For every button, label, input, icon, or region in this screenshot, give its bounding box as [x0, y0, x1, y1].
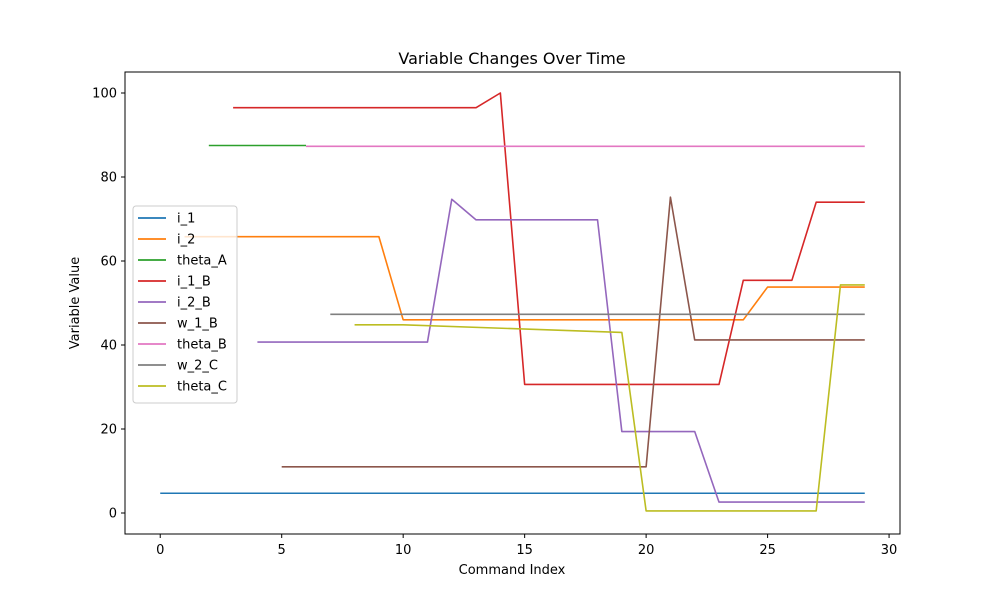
plot-lines: [160, 92, 865, 512]
x-tick-label: 0: [156, 543, 164, 558]
chart-title: Variable Changes Over Time: [398, 49, 625, 68]
x-tick-label: 20: [638, 543, 655, 558]
legend: i_1 i_2 theta_A i_1_B i_2_B w_1_B theta_B w_2_C…: [132, 205, 238, 404]
axes: [124, 71, 901, 535]
x-axis-label: Command Index: [459, 563, 566, 578]
y-tick-label: 40: [100, 339, 117, 354]
y-axis-label: Variable Value: [68, 257, 83, 349]
legend-label: i_1_B: [177, 275, 211, 290]
y-tick-label: 20: [100, 423, 117, 438]
y-tick-label: 100: [92, 87, 117, 102]
x-axis-ticks: 0 5 10 15 20 25 30: [156, 534, 897, 558]
series-line-w-1-B: [281, 196, 865, 468]
legend-label: i_2: [177, 233, 195, 248]
legend-label: theta_A: [177, 254, 227, 269]
legend-label: w_2_C: [177, 359, 218, 374]
legend-label: theta_B: [177, 338, 227, 353]
x-tick-label: 25: [759, 543, 776, 558]
legend-label: i_2_B: [177, 296, 211, 311]
legend-box: [132, 205, 238, 404]
y-tick-label: 0: [109, 507, 117, 522]
legend-label: theta_C: [177, 380, 227, 395]
legend-label: w_1_B: [177, 317, 218, 332]
series-line-i-2: [184, 235, 865, 321]
series-line-i-2-B: [257, 198, 865, 503]
y-axis-ticks: 0 20 40 60 80 100: [92, 87, 125, 522]
x-tick-label: 15: [516, 543, 533, 558]
x-tick-label: 10: [395, 543, 412, 558]
series-line-i-1-B: [233, 92, 865, 386]
legend-label: i_1: [177, 212, 195, 227]
x-tick-label: 5: [278, 543, 286, 558]
plot-frame: [124, 71, 901, 535]
x-tick-label: 30: [881, 543, 898, 558]
y-tick-label: 80: [100, 171, 117, 186]
y-tick-label: 60: [100, 255, 117, 270]
series-line-theta-C: [354, 284, 865, 512]
